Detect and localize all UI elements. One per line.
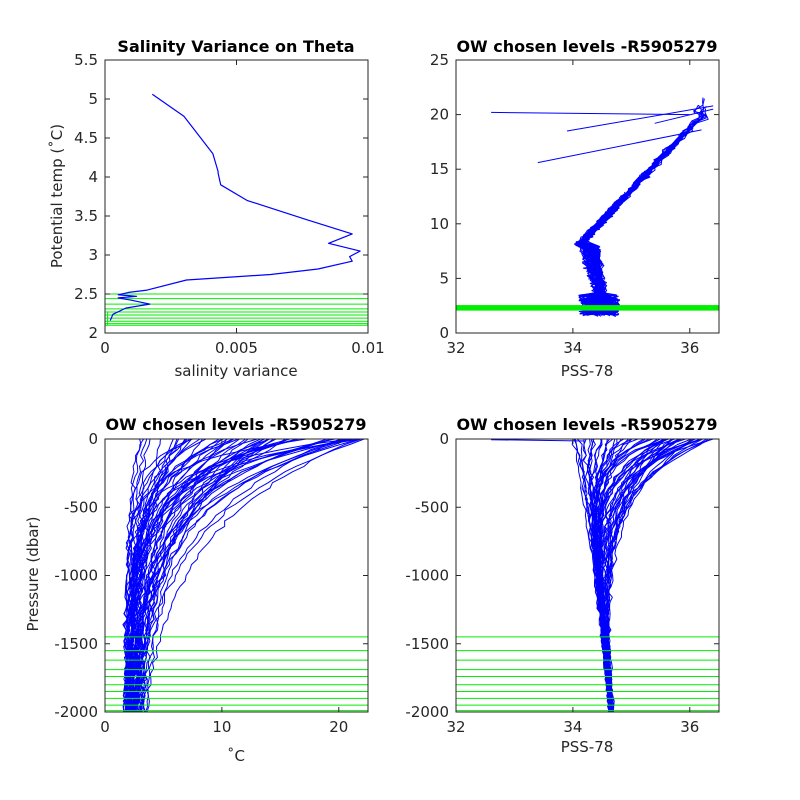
x-tick-label: 0.005 xyxy=(215,339,258,357)
y-tick-label: 0 xyxy=(439,324,449,342)
panel-temperature-pressure: OW chosen levels -R5905279 ˚C Pressure (… xyxy=(24,415,369,765)
y-tick-label: 3 xyxy=(88,246,98,264)
salinity-profile xyxy=(601,439,701,712)
y-tick-label: 4 xyxy=(88,168,98,186)
temperature-profile xyxy=(135,439,274,712)
x-tick-label: 36 xyxy=(680,339,699,357)
panel-salinity-pressure: OW chosen levels -R5905279 PSS-78 32 34 36… xyxy=(405,415,720,756)
y-tick-label: 5 xyxy=(88,90,98,108)
axes-frame xyxy=(104,59,369,334)
x-tick-label: 34 xyxy=(563,339,582,357)
salinity-profile xyxy=(491,439,585,442)
x-tick-label: 0 xyxy=(100,718,110,736)
y-tick-label: -1500 xyxy=(54,635,98,653)
salinity-profile xyxy=(595,439,614,712)
x-tick-label: 0 xyxy=(100,339,110,357)
chart-title: OW chosen levels -R5905279 xyxy=(456,415,717,434)
y-tick-label: 25 xyxy=(430,51,449,69)
temperature-profile xyxy=(129,439,265,712)
ts-profile xyxy=(576,234,621,316)
ts-profile xyxy=(654,108,714,124)
y-tick-label: -1000 xyxy=(405,567,449,585)
y-tick-label: -2000 xyxy=(54,703,98,721)
ts-profile xyxy=(579,145,674,315)
temperature-profile xyxy=(132,439,300,712)
x-axis-label: PSS-78 xyxy=(561,738,614,756)
salinity-profile xyxy=(596,439,675,712)
temperature-profile xyxy=(142,439,270,712)
axes-frame xyxy=(455,59,720,334)
y-tick-label: -1000 xyxy=(54,567,98,585)
y-tick-label: 2.5 xyxy=(74,285,98,303)
temperature-profile xyxy=(145,439,362,712)
x-tick-label: 20 xyxy=(329,718,348,736)
y-tick-label: 0 xyxy=(88,430,98,448)
salinity-profile xyxy=(606,439,693,712)
x-axis-label: ˚C xyxy=(227,747,245,765)
temperature-profile xyxy=(131,439,360,712)
temperature-profile xyxy=(140,439,249,712)
axes-frame xyxy=(455,438,720,713)
variance-line xyxy=(109,93,361,321)
x-tick-label: 32 xyxy=(446,339,465,357)
y-tick-label: -500 xyxy=(415,498,449,516)
chart-title: Salinity Variance on Theta xyxy=(117,37,354,56)
temperature-profile xyxy=(140,439,264,712)
x-tick-label: 34 xyxy=(563,718,582,736)
y-tick-label: -2000 xyxy=(405,703,449,721)
ts-profile xyxy=(580,105,707,315)
y-tick-label: 0 xyxy=(439,430,449,448)
temperature-profile xyxy=(123,439,298,712)
panel-salinity-variance: Salinity Variance on Theta salinity vari… xyxy=(48,37,385,380)
temperature-profile xyxy=(146,439,269,712)
y-tick-label: -500 xyxy=(64,498,98,516)
y-tick-label: 4.5 xyxy=(74,129,98,147)
x-axis-label: salinity variance xyxy=(174,362,297,380)
ts-profile xyxy=(537,129,702,164)
x-axis-label: PSS-78 xyxy=(561,362,614,380)
ts-profile xyxy=(491,111,690,116)
x-tick-label: 10 xyxy=(212,718,231,736)
temperature-profile xyxy=(141,439,350,712)
y-tick-label: 2 xyxy=(88,324,98,342)
y-tick-label: 3.5 xyxy=(74,207,98,225)
temperature-profile xyxy=(133,439,277,712)
x-tick-label: 36 xyxy=(680,718,699,736)
ts-profile xyxy=(578,164,655,313)
salinity-profile xyxy=(603,439,666,712)
y-axis-label: Pressure (dbar) xyxy=(24,517,42,632)
y-axis-label: Potential temp (˚C) xyxy=(48,124,66,268)
temperature-profile xyxy=(126,439,240,712)
chosen-level-band xyxy=(456,305,719,311)
x-tick-label: 0.01 xyxy=(351,339,384,357)
temperature-profile xyxy=(132,439,161,712)
y-tick-label: 10 xyxy=(430,215,449,233)
temperature-profile xyxy=(139,439,365,712)
y-tick-label: 5 xyxy=(439,269,449,287)
y-tick-label: 20 xyxy=(430,106,449,124)
chart-title: OW chosen levels -R5905279 xyxy=(105,415,366,434)
salinity-profile xyxy=(573,439,612,712)
panel-theta-salinity: OW chosen levels -R5905279 PSS-78 32 34 36… xyxy=(430,37,720,380)
x-tick-label: 32 xyxy=(446,718,465,736)
y-tick-label: -1500 xyxy=(405,635,449,653)
chart-title: OW chosen levels -R5905279 xyxy=(456,37,717,56)
temperature-profile xyxy=(122,439,188,712)
y-tick-label: 15 xyxy=(430,160,449,178)
ts-profile xyxy=(566,105,714,132)
y-tick-label: 5.5 xyxy=(74,51,98,69)
